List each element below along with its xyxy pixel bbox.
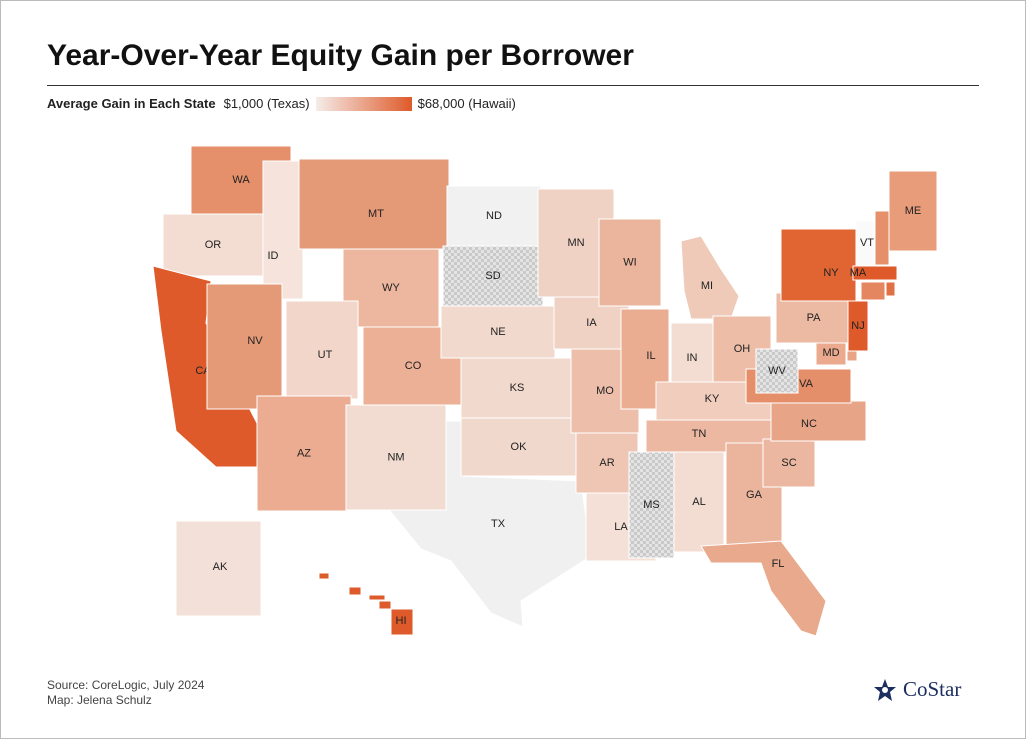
state-label: GA (746, 489, 763, 501)
credit: Map: Jelena Schulz (47, 693, 152, 707)
state (206, 283, 283, 410)
state (298, 158, 450, 250)
state (847, 300, 869, 352)
state-label: OH (734, 343, 751, 355)
state-label: ME (905, 205, 922, 217)
state-label: NE (490, 326, 505, 338)
state-label: ND (486, 210, 502, 222)
state-label: AL (692, 496, 705, 508)
state-label: KY (705, 393, 720, 405)
state-label: NC (801, 418, 817, 430)
state (440, 305, 556, 359)
title: Year-Over-Year Equity Gain per Borrower (47, 39, 634, 72)
state (888, 170, 938, 252)
state-label: MA (850, 267, 867, 279)
state-label: OR (205, 239, 222, 251)
state-label: IN (687, 352, 698, 364)
logo-icon (874, 678, 896, 701)
state-label: WA (232, 174, 250, 186)
state (598, 218, 662, 307)
state-label: VT (860, 237, 874, 249)
state (348, 586, 362, 596)
state (285, 300, 359, 400)
state (860, 281, 886, 301)
state-label: CO (405, 360, 422, 372)
state-label: VA (799, 378, 814, 390)
state (368, 594, 386, 601)
state-label: AR (599, 457, 614, 469)
state-label: ID (268, 250, 279, 262)
state-label: TX (491, 518, 506, 530)
title-rule (47, 85, 979, 86)
state-label: WV (768, 365, 786, 377)
state (852, 265, 898, 281)
state (390, 608, 414, 636)
state-label: MD (822, 347, 839, 359)
legend-label: Average Gain in Each State (47, 96, 216, 111)
state-label: MN (567, 237, 584, 249)
legend-max: $68,000 (Hawaii) (417, 96, 516, 111)
state-label: HI (396, 615, 407, 627)
source: Source: CoreLogic, July 2024 (47, 678, 205, 692)
state-label: OK (511, 441, 528, 453)
state-label: IA (586, 317, 597, 329)
state (460, 357, 574, 419)
state (885, 281, 896, 297)
state (262, 160, 304, 300)
state-label: SC (781, 457, 796, 469)
state-label: MI (701, 280, 713, 292)
legend-gradient (315, 96, 412, 111)
state (378, 600, 392, 610)
state-label: LA (614, 521, 628, 533)
state-label: KS (510, 382, 525, 394)
state-label: NY (823, 267, 839, 279)
state-label: WY (382, 282, 400, 294)
state (628, 451, 675, 559)
state (256, 395, 352, 512)
state-label: IL (646, 350, 655, 362)
state-label: FL (772, 558, 785, 570)
state-label: NV (247, 335, 263, 347)
state (175, 520, 262, 617)
logo: CoStar (873, 677, 961, 702)
state (162, 213, 264, 277)
footer: Source: CoreLogic, July 2024 Map: Jelena… (47, 678, 204, 708)
state (762, 438, 816, 488)
state (673, 451, 725, 553)
state (345, 404, 447, 511)
state (874, 210, 890, 266)
state-label: NJ (851, 320, 864, 332)
state-label: PA (807, 312, 822, 324)
legend-min: $1,000 (Texas) (223, 96, 310, 111)
state-label: MO (596, 385, 614, 397)
state-label: WI (623, 256, 636, 268)
state (770, 400, 867, 442)
state-label: TN (692, 428, 707, 440)
state (680, 235, 740, 320)
state-label: NM (387, 451, 404, 463)
state-label: SD (485, 270, 500, 282)
state (755, 348, 799, 394)
state (342, 248, 440, 328)
state (780, 228, 857, 302)
state (460, 417, 577, 477)
state-label: UT (318, 349, 333, 361)
state-label: MS (643, 499, 660, 511)
state (700, 540, 827, 637)
state (318, 572, 330, 580)
state-label: AK (213, 561, 228, 573)
state-label: AZ (297, 447, 311, 459)
state (442, 245, 544, 307)
logo-text: CoStar (903, 677, 962, 701)
state-label: MT (368, 208, 384, 220)
legend: Average Gain in Each State $1,000 (Texas… (47, 96, 516, 111)
